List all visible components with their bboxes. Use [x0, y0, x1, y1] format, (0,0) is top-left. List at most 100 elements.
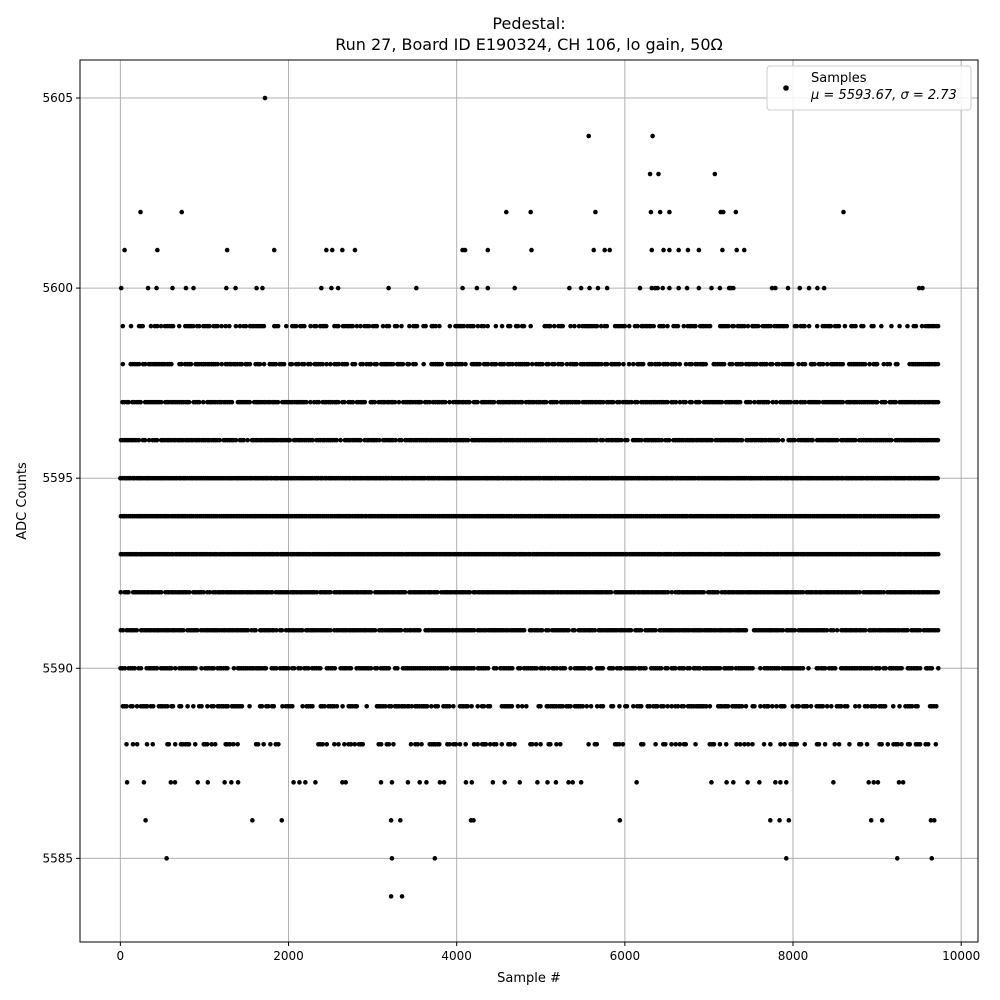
data-point — [593, 209, 598, 215]
data-point — [594, 742, 600, 747]
data-point — [560, 703, 565, 709]
data-point — [485, 323, 490, 329]
data-point — [929, 856, 935, 861]
data-point — [391, 742, 396, 747]
data-point — [481, 323, 487, 329]
data-point — [681, 703, 687, 709]
data-point — [320, 361, 325, 367]
data-point — [457, 742, 463, 747]
data-point — [750, 742, 755, 747]
data-point — [442, 399, 448, 405]
data-point — [197, 399, 202, 405]
data-point — [398, 818, 403, 823]
x-tick-label: 10000 — [942, 949, 980, 963]
data-point — [179, 361, 184, 367]
data-point — [648, 209, 654, 215]
data-point — [675, 323, 681, 329]
data-point — [673, 665, 678, 671]
data-point — [275, 399, 281, 405]
data-point — [764, 361, 769, 367]
data-point — [828, 703, 834, 709]
data-point — [709, 285, 714, 291]
data-point — [134, 742, 140, 747]
data-point — [822, 742, 828, 747]
data-point — [665, 399, 670, 405]
data-point — [545, 780, 550, 785]
data-point — [378, 780, 384, 785]
data-point — [447, 703, 452, 709]
data-point — [390, 361, 396, 367]
data-point — [794, 399, 800, 405]
data-point — [604, 285, 610, 291]
data-point — [739, 361, 745, 367]
data-point — [524, 703, 529, 709]
data-point — [624, 703, 630, 709]
data-point — [207, 323, 212, 329]
data-point — [318, 665, 323, 671]
data-point — [165, 703, 170, 709]
data-point — [935, 475, 941, 481]
data-point — [463, 361, 468, 367]
data-point — [223, 323, 228, 329]
data-point — [427, 399, 433, 405]
data-point — [673, 361, 679, 367]
data-point — [737, 742, 743, 747]
data-point — [233, 437, 239, 443]
data-point — [717, 665, 723, 671]
data-point — [211, 703, 216, 709]
data-point — [124, 703, 129, 709]
data-point — [521, 323, 527, 329]
data-point — [655, 285, 660, 291]
data-point — [122, 247, 127, 253]
data-point — [877, 665, 882, 671]
data-point — [154, 437, 160, 443]
data-point — [296, 361, 301, 367]
data-point — [471, 627, 477, 633]
data-point — [437, 780, 443, 785]
data-point — [501, 361, 507, 367]
data-point — [610, 703, 616, 709]
data-point — [665, 703, 670, 709]
data-point — [336, 323, 341, 329]
data-point — [667, 247, 672, 253]
data-point — [622, 323, 628, 329]
data-point — [697, 399, 702, 405]
data-point — [186, 399, 192, 405]
data-point — [467, 399, 472, 405]
data-point — [172, 665, 178, 671]
data-point — [283, 323, 289, 329]
data-point — [474, 285, 480, 291]
data-point — [150, 742, 156, 747]
data-point — [683, 361, 689, 367]
data-point — [560, 323, 566, 329]
data-point — [865, 703, 870, 709]
data-point — [268, 742, 273, 747]
data-point — [190, 323, 196, 329]
data-point — [853, 323, 858, 329]
data-point — [626, 323, 632, 329]
data-point — [336, 399, 341, 405]
data-point — [142, 361, 148, 367]
data-point — [752, 399, 757, 405]
data-point — [776, 361, 782, 367]
data-point — [604, 323, 610, 329]
data-points — [118, 95, 941, 899]
data-point — [701, 589, 707, 595]
data-point — [354, 323, 360, 329]
data-point — [186, 742, 192, 747]
data-point — [344, 361, 350, 367]
data-point — [639, 437, 644, 443]
data-point — [201, 589, 206, 595]
data-point — [487, 742, 493, 747]
data-point — [638, 703, 644, 709]
data-point — [776, 437, 781, 443]
data-point — [647, 703, 653, 709]
data-point — [566, 627, 571, 633]
data-point — [824, 361, 830, 367]
data-point — [790, 703, 796, 709]
data-point — [721, 361, 727, 367]
data-point — [773, 780, 778, 785]
data-point — [239, 703, 245, 709]
data-point — [328, 589, 333, 595]
data-point — [572, 323, 577, 329]
